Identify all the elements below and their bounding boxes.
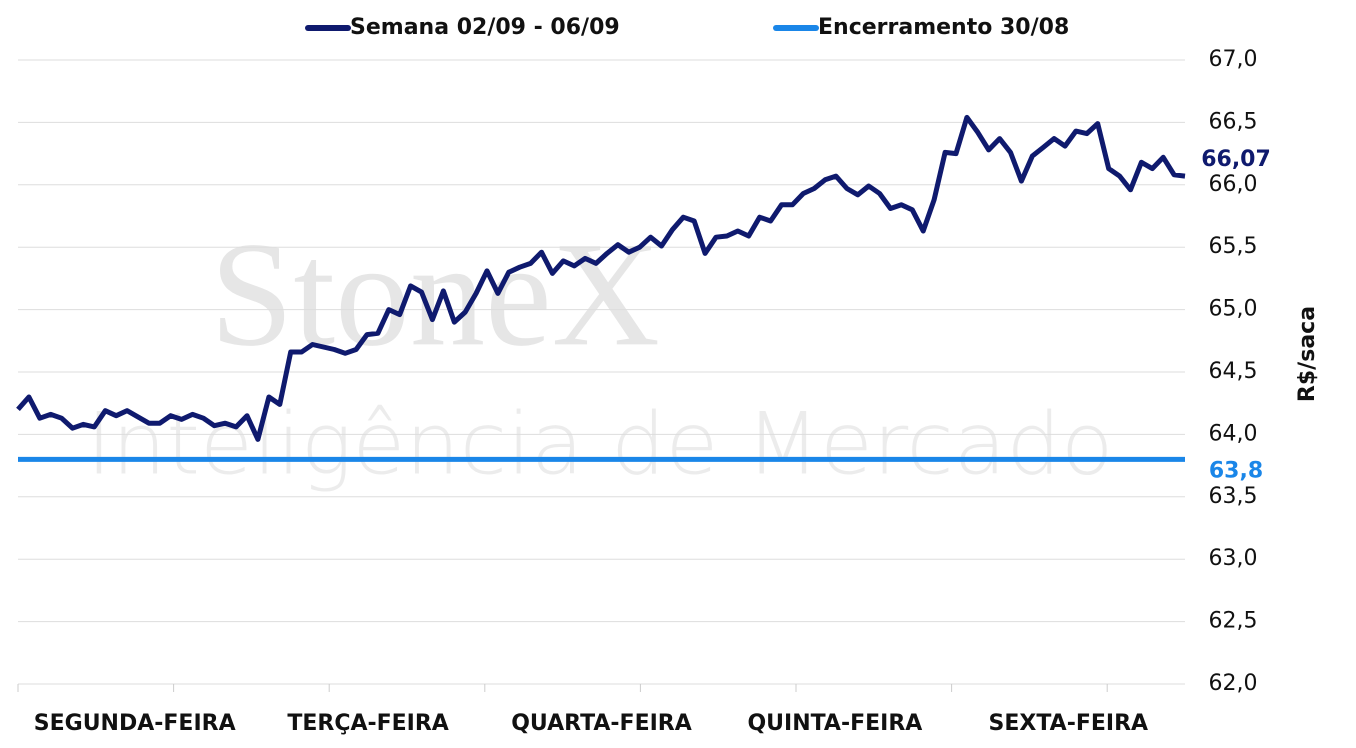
- x-tick-label: QUINTA-FEIRA: [747, 711, 922, 736]
- x-tick-label: SEXTA-FEIRA: [989, 711, 1149, 736]
- y-tick-label: 64,5: [1209, 359, 1258, 384]
- y-tick-label: 66,5: [1209, 109, 1258, 134]
- legend-label: Encerramento 30/08: [818, 15, 1069, 40]
- y-tick-label: 62,0: [1209, 671, 1258, 696]
- watermark: StoneX: [210, 211, 660, 377]
- y-tick-label: 67,0: [1209, 47, 1258, 72]
- y-tick-label: 65,0: [1209, 297, 1258, 322]
- x-tick-label: TERÇA-FEIRA: [287, 711, 449, 736]
- series-line: [16, 114, 1186, 442]
- y-tick-label: 63,5: [1209, 484, 1258, 509]
- y-tick-label: 64,0: [1209, 421, 1258, 446]
- y-tick-label: 65,5: [1209, 234, 1258, 259]
- y-tick-label: 66,0: [1209, 172, 1258, 197]
- x-tick-label: QUARTA-FEIRA: [511, 711, 692, 736]
- legend-label: Semana 02/09 - 06/09: [350, 15, 620, 40]
- x-tick-label: SEGUNDA-FEIRA: [34, 711, 236, 736]
- y-tick-label: 63,0: [1209, 546, 1258, 571]
- value-label: 66,07: [1201, 147, 1271, 172]
- value-label: 63,8: [1209, 458, 1263, 483]
- y-tick-label: 62,5: [1209, 609, 1258, 634]
- watermark-subtitle: Inteligência de Mercado: [86, 395, 1113, 495]
- y-axis-label: R$/saca: [1295, 306, 1320, 402]
